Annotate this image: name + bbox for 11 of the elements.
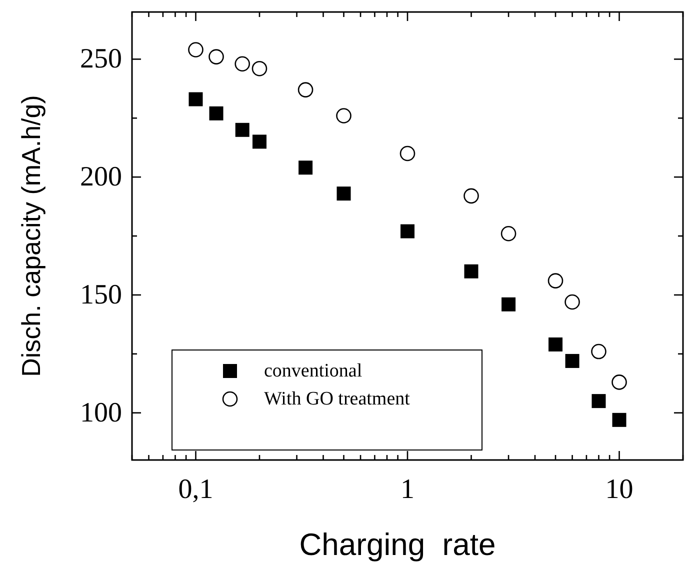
y-tick-label: 150 xyxy=(80,279,122,310)
y-tick-label: 100 xyxy=(80,397,122,428)
x-tick-label: 0,1 xyxy=(178,474,214,505)
y-axis-title: Disch. capacity (mA.h/g) xyxy=(16,95,46,377)
x-tick-label: 1 xyxy=(400,474,414,505)
legend-label: With GO treatment xyxy=(264,388,411,410)
y-tick-label: 200 xyxy=(80,162,122,193)
y-tick-label: 250 xyxy=(80,44,122,75)
legend-label: conventional xyxy=(264,360,362,382)
x-axis-title: Charging rate xyxy=(299,527,496,562)
x-tick-label: 10 xyxy=(605,474,634,505)
